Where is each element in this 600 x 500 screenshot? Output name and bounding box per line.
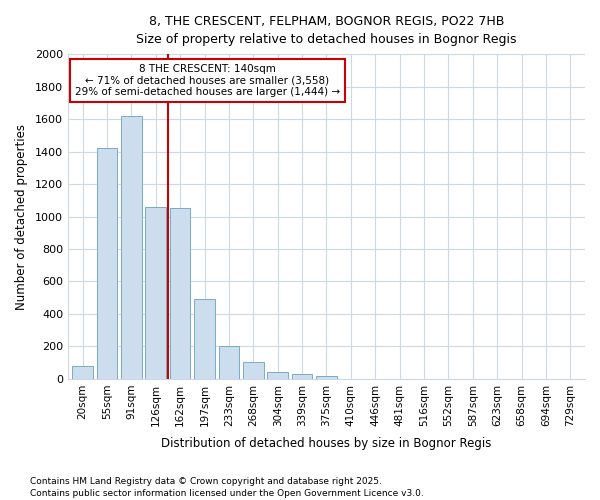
Bar [97,148,118,379]
Bar [218,346,239,379]
Bar [268,372,288,379]
Bar [145,207,166,379]
Y-axis label: Number of detached properties: Number of detached properties [15,124,28,310]
Text: 8 THE CRESCENT: 140sqm
← 71% of detached houses are smaller (3,558)
29% of semi-: 8 THE CRESCENT: 140sqm ← 71% of detached… [75,64,340,97]
Bar [170,208,190,379]
Bar [194,300,215,379]
X-axis label: Distribution of detached houses by size in Bognor Regis: Distribution of detached houses by size … [161,437,491,450]
Bar [72,366,93,379]
Bar [316,376,337,379]
Bar [292,374,313,379]
Bar [121,116,142,379]
Text: Contains HM Land Registry data © Crown copyright and database right 2025.
Contai: Contains HM Land Registry data © Crown c… [30,476,424,498]
Title: 8, THE CRESCENT, FELPHAM, BOGNOR REGIS, PO22 7HB
Size of property relative to de: 8, THE CRESCENT, FELPHAM, BOGNOR REGIS, … [136,15,517,46]
Bar [243,362,263,379]
